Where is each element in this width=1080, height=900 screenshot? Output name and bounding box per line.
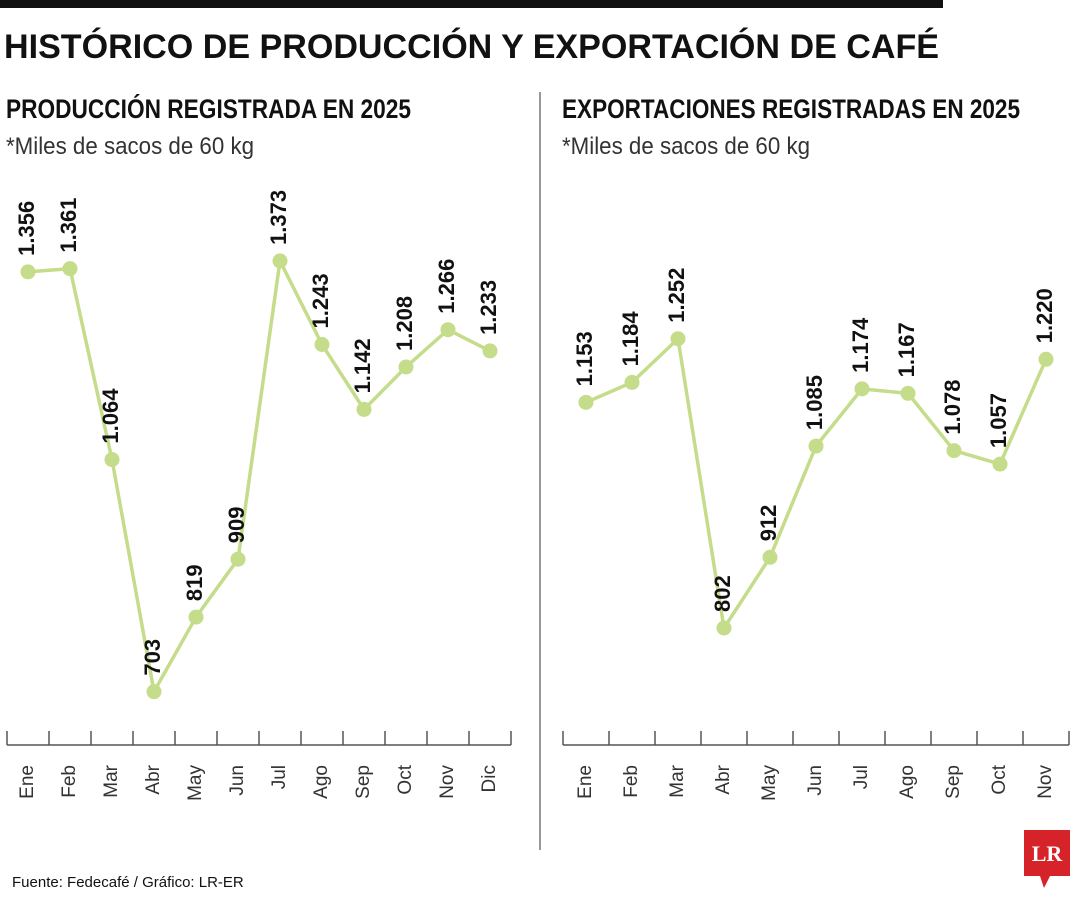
data-point [356, 401, 372, 417]
value-label: 802 [710, 575, 735, 612]
data-point [146, 684, 162, 700]
logo: LR [1024, 830, 1070, 888]
x-tick-label: Oct [395, 764, 416, 794]
value-label: 1.078 [940, 380, 965, 435]
value-label: 1.233 [476, 280, 501, 335]
data-point [398, 359, 414, 375]
x-tick-label: May [759, 765, 780, 801]
value-label: 1.220 [1032, 288, 1057, 343]
value-label: 909 [224, 506, 249, 543]
data-point [946, 443, 962, 459]
data-point [20, 264, 36, 280]
x-tick-label: Jul [269, 765, 290, 789]
value-label: 1.361 [56, 198, 81, 253]
x-tick-label: Ago [897, 765, 918, 799]
x-tick-label: Abr [143, 764, 164, 794]
value-label: 1.266 [434, 259, 459, 314]
x-tick-label: Nov [1035, 765, 1056, 799]
data-point [762, 549, 778, 565]
value-label: 1.174 [848, 317, 873, 373]
value-label: 1.356 [14, 201, 39, 256]
x-tick-label: Feb [59, 765, 80, 798]
x-tick-label: Jul [851, 765, 872, 789]
x-tick-label: Mar [101, 764, 122, 797]
data-point [104, 452, 120, 468]
value-label: 1.064 [98, 388, 123, 444]
data-point [854, 381, 870, 397]
logo-text: LR [1032, 841, 1064, 866]
data-point [900, 385, 916, 401]
x-tick-label: Feb [621, 765, 642, 798]
value-label: 1.184 [618, 311, 643, 367]
data-line [27, 259, 491, 694]
data-point [624, 374, 640, 390]
value-label: 1.252 [664, 268, 689, 323]
x-tick-label: May [185, 765, 206, 801]
x-tick-label: Jun [805, 765, 826, 796]
logo-badge [1024, 830, 1070, 888]
value-label: 1.142 [350, 338, 375, 393]
data-point [482, 343, 498, 359]
data-point [578, 394, 594, 410]
x-tick-label: Nov [437, 765, 458, 799]
source: Fuente: Fedecafé / Gráfico: LR-ER [12, 874, 244, 891]
x-tick-label: Sep [943, 765, 964, 799]
value-label: 1.243 [308, 273, 333, 328]
chart-subtitle: *Miles de sacos de 60 kg [6, 133, 254, 160]
data-point [440, 322, 456, 338]
data-point [808, 438, 824, 454]
x-tick-label: Abr [713, 764, 734, 794]
x-tick-label: Ago [311, 765, 332, 799]
data-point [1038, 351, 1054, 367]
chart-subtitle: *Miles de sacos de 60 kg [562, 133, 810, 160]
x-tick-label: Ene [17, 765, 38, 799]
main-title: HISTÓRICO DE PRODUCCIÓN Y EXPORTACIÓN DE… [4, 28, 939, 66]
chart-title: PRODUCCIÓN REGISTRADA EN 2025 [6, 93, 411, 124]
data-point [188, 609, 204, 625]
data-point [992, 456, 1008, 472]
value-label: 1.373 [266, 190, 291, 245]
data-point [670, 331, 686, 347]
data-point [272, 253, 288, 269]
value-label: 1.153 [572, 331, 597, 386]
value-label: 912 [756, 505, 781, 542]
line-chart: PRODUCCIÓN REGISTRADA EN 2025 *Miles de s… [6, 93, 512, 801]
x-tick-label: Oct [989, 764, 1010, 794]
value-label: 819 [182, 564, 207, 601]
data-point [716, 620, 732, 636]
x-tick-label: Jun [227, 765, 248, 796]
data-point [62, 261, 78, 277]
x-tick-label: Ene [575, 765, 596, 799]
data-point [230, 551, 246, 567]
value-label: 1.167 [894, 322, 919, 377]
x-tick-label: Sep [353, 765, 374, 799]
top-bar [0, 0, 943, 8]
value-label: 1.085 [802, 375, 827, 430]
value-label: 703 [140, 639, 165, 676]
x-tick-label: Mar [667, 764, 688, 797]
value-label: 1.057 [986, 393, 1011, 448]
value-label: 1.208 [392, 296, 417, 351]
chart-title: EXPORTACIONES REGISTRADAS EN 2025 [562, 94, 1020, 124]
line-chart: EXPORTACIONES REGISTRADAS EN 2025 *Miles … [562, 94, 1070, 801]
data-point [314, 337, 330, 352]
x-tick-label: Dic [479, 765, 500, 792]
